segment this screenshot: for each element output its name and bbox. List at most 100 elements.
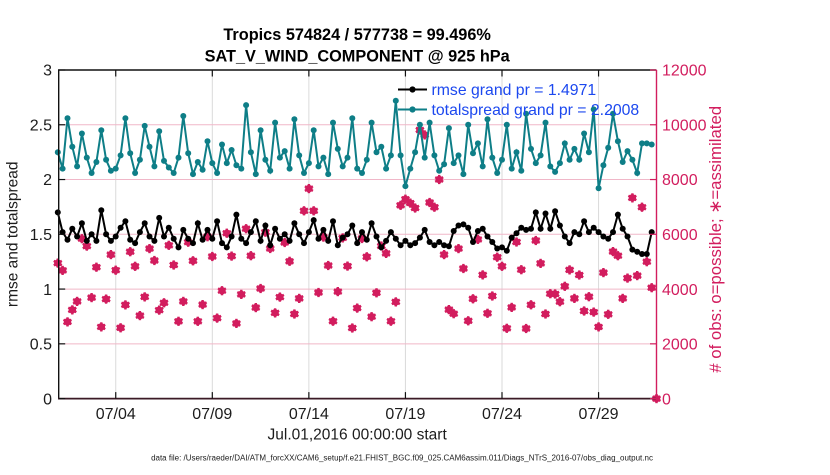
rmse-marker [214, 218, 221, 225]
y-right-tick-label: 6000 [662, 227, 698, 244]
totalspread-marker [228, 147, 235, 153]
totalspread-marker [605, 144, 612, 151]
obs-count-point [96, 322, 106, 332]
rmse-marker [624, 233, 631, 240]
totalspread-marker [416, 121, 423, 128]
totalspread-marker [151, 163, 158, 170]
totalspread-marker [54, 149, 61, 156]
totalspread-marker [310, 127, 317, 134]
totalspread-marker [402, 183, 409, 190]
rmse-marker [378, 244, 385, 251]
rmse-marker [465, 224, 472, 231]
totalspread-marker [281, 148, 288, 155]
y-left-tick-label: 2 [43, 172, 52, 189]
obs-count-point [584, 292, 594, 302]
totalspread-marker [252, 171, 259, 178]
label-layer: Tropics 574824 / 577738 = 99.496% SAT_V_… [5, 26, 726, 463]
rmse-marker [127, 236, 134, 243]
totalspread-marker [542, 119, 549, 126]
obs-count-point [72, 296, 82, 306]
obs-assimilated-marker [468, 295, 478, 303]
y-left-tick-label: 0.5 [30, 337, 52, 354]
obs-count-point [217, 286, 227, 296]
obs-assimilated-marker [429, 203, 439, 211]
obs-assimilated-marker [289, 310, 299, 318]
totalspread-marker [165, 164, 172, 171]
totalspread-marker [431, 152, 438, 159]
rmse-marker [146, 233, 153, 240]
obs-assimilated-marker [96, 323, 106, 331]
obs-count-point [212, 313, 222, 323]
rmse-marker [532, 209, 539, 216]
totalspread-marker [214, 170, 221, 176]
legend-entry-totalspread: totalspread grand pr = 2.2008 [398, 102, 639, 119]
totalspread-marker [619, 159, 626, 165]
obs-count-point [53, 258, 63, 268]
totalspread-marker [349, 115, 356, 122]
obs-assimilated-marker [130, 262, 140, 270]
obs-assimilated-marker [178, 298, 188, 305]
obs-count-point [304, 184, 314, 194]
totalspread-marker [247, 149, 254, 156]
obs-assimilated-marker [284, 257, 295, 265]
obs-assimilated-marker [304, 185, 314, 192]
rmse-marker [542, 210, 549, 217]
y-right-tick-label: 0 [662, 391, 671, 408]
totalspread-marker [595, 185, 602, 192]
obs-assimilated-marker [58, 267, 68, 274]
obs-count-point [198, 300, 208, 310]
rmse-marker [334, 242, 341, 249]
obs-assimilated-marker [227, 252, 237, 260]
rmse-marker [59, 229, 66, 236]
obs-assimilated-marker [405, 199, 415, 207]
obs-count-point [458, 263, 468, 274]
obs-assimilated-marker [91, 263, 101, 271]
rmse-marker [252, 218, 259, 225]
rmse-marker [470, 239, 476, 245]
totalspread-marker [190, 171, 196, 178]
rmse-marker [132, 240, 139, 247]
totalspread-marker [185, 150, 192, 157]
rmse-marker [359, 229, 365, 236]
x-tick-label: 07/04 [96, 406, 136, 423]
obs-assimilated-marker [584, 293, 594, 301]
obs-count-point [550, 289, 560, 299]
totalspread-marker [470, 150, 476, 157]
obs-count-point [91, 262, 101, 272]
obs-count-point [149, 255, 159, 266]
obs-count-point [560, 281, 570, 291]
obs-assimilated-marker [140, 293, 150, 301]
totalspread-marker [383, 165, 390, 172]
rmse-marker [122, 218, 129, 225]
obs-count-point [603, 309, 613, 319]
obs-assimilated-marker [101, 295, 111, 303]
obs-count-point [391, 297, 401, 307]
obs-count-point [130, 261, 140, 271]
obs-count-point [227, 251, 237, 261]
obs-count-point [540, 309, 551, 319]
obs-assimilated-marker [386, 317, 396, 325]
rmse-marker [523, 226, 530, 233]
plot-title-line2: SAT_V_WIND_COMPONENT @ 925 hPa [205, 48, 511, 66]
rmse-marker [74, 233, 81, 240]
obs-assimilated-marker [164, 241, 174, 249]
totalspread-marker [305, 160, 312, 167]
obs-count-point [531, 235, 541, 246]
obs-count-point [526, 300, 536, 310]
rmse-marker [276, 235, 283, 242]
obs-assimilated-marker [231, 320, 242, 327]
rmse-marker [286, 237, 293, 244]
obs-assimilated-marker [135, 312, 145, 319]
rmse-marker [614, 211, 621, 218]
obs-count-point [299, 206, 309, 216]
totalspread-marker [325, 171, 332, 178]
totalspread-marker [518, 167, 525, 174]
totalspread-marker [585, 149, 592, 156]
totalspread-marker [78, 130, 85, 137]
totalspread-marker [436, 167, 443, 174]
obs-assimilated-marker [434, 176, 444, 183]
totalspread-marker [499, 156, 505, 163]
obs-count-point [468, 294, 478, 304]
obs-assimilated-marker [569, 295, 579, 302]
